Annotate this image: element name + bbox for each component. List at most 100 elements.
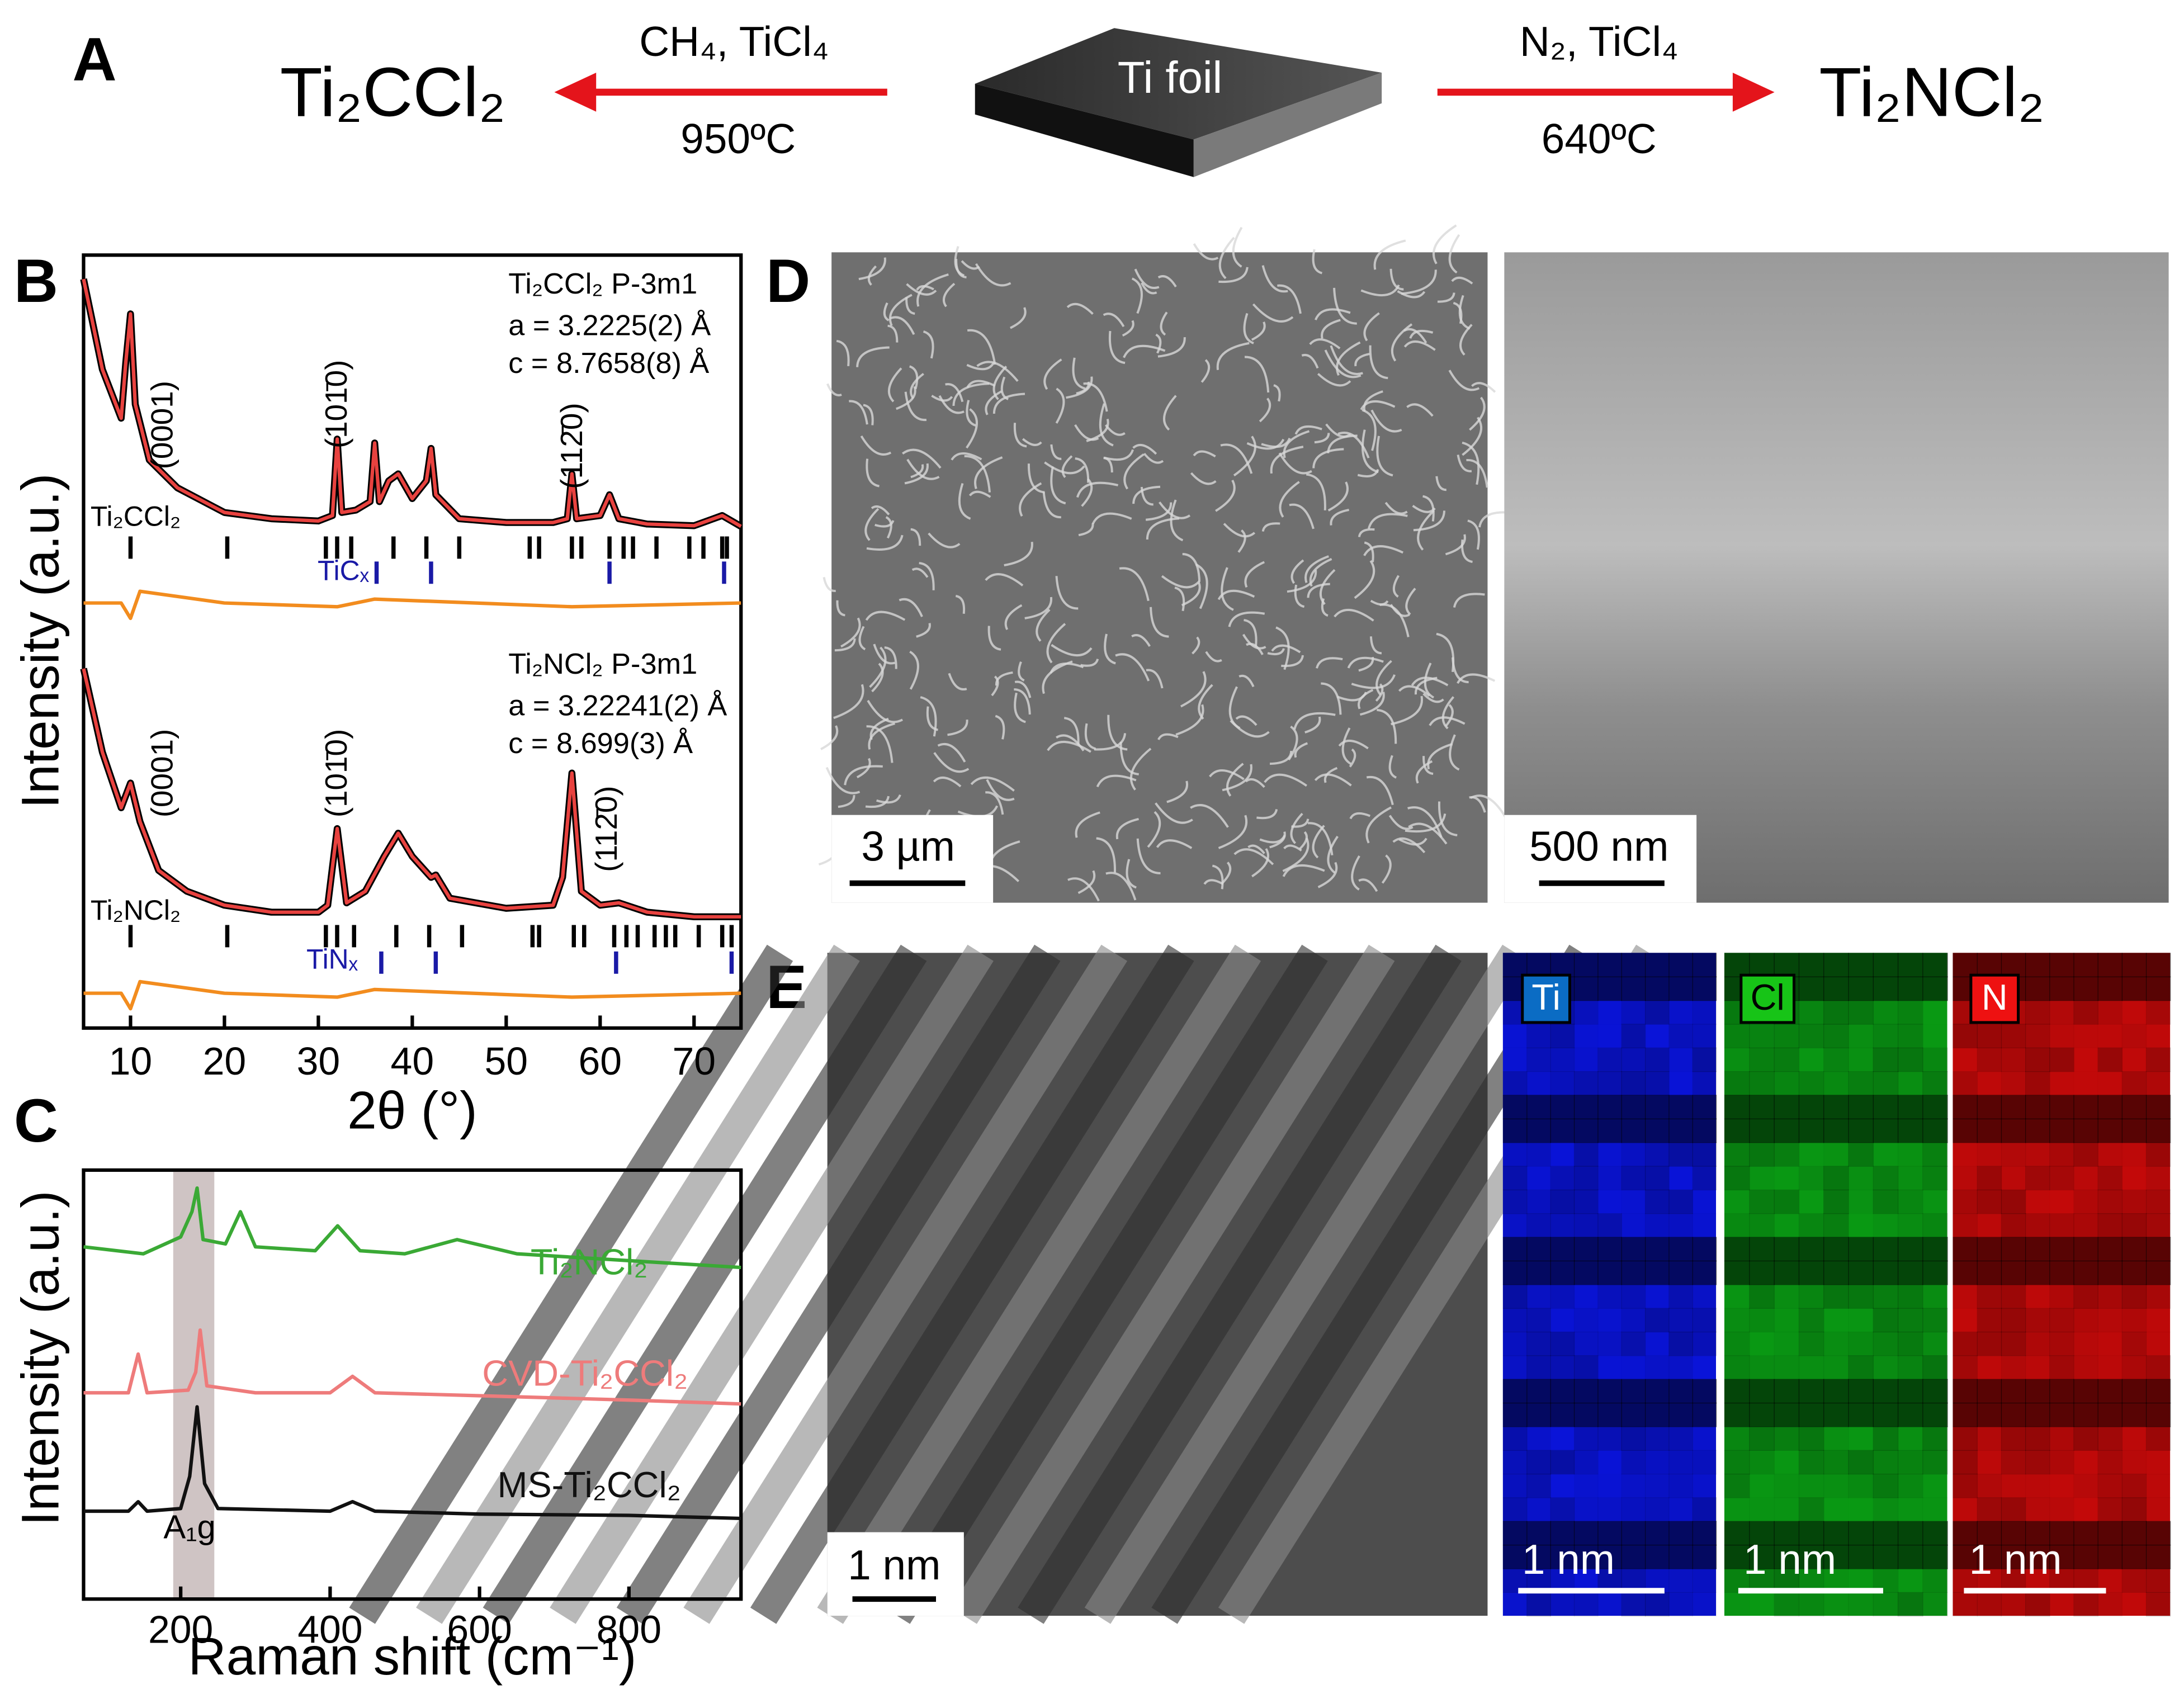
flake — [905, 297, 915, 315]
map-pixel — [2121, 1331, 2147, 1356]
flake — [1157, 733, 1179, 740]
map-pixel — [1597, 976, 1622, 1001]
map-pixel — [1692, 1237, 1717, 1262]
flake — [1349, 812, 1371, 820]
map-pixel — [2049, 1474, 2074, 1498]
map-pixel — [1644, 1189, 1670, 1214]
reflection-label: TiNₓ — [306, 943, 358, 974]
map-pixel — [1977, 953, 2002, 977]
map-pixel — [1550, 1308, 1575, 1333]
map-pixel — [1502, 1450, 1528, 1475]
map-pixel — [1798, 1402, 1824, 1427]
map-pixel — [1823, 1213, 1849, 1238]
map-pixel — [1724, 1426, 1750, 1451]
flake — [1471, 382, 1496, 393]
flake — [1362, 409, 1377, 451]
map-pixel — [2001, 1331, 2026, 1356]
flake — [1457, 673, 1496, 684]
map-pixel — [1823, 953, 1849, 977]
flake — [1294, 584, 1305, 608]
map-pixel — [1823, 1308, 1849, 1333]
map-pixel — [1621, 1237, 1646, 1262]
flake — [1147, 811, 1161, 848]
map-pixel — [1573, 1355, 1599, 1380]
map-pixel — [1573, 1473, 1599, 1498]
flake — [910, 528, 921, 546]
map-pixel — [1502, 1071, 1528, 1096]
map-pixel — [1502, 1331, 1528, 1356]
flake — [987, 626, 1001, 651]
map-pixel — [1823, 1545, 1849, 1569]
map-pixel — [2073, 1331, 2098, 1356]
flake — [1287, 570, 1317, 593]
flake — [1271, 644, 1301, 654]
map-pixel — [1502, 953, 1528, 977]
map-pixel — [1953, 1402, 1978, 1427]
map-pixel — [2025, 1260, 2050, 1285]
map-pixel — [1550, 1521, 1575, 1546]
map-pixel — [1502, 1379, 1528, 1404]
map-pixel — [1573, 1071, 1599, 1096]
x-tick-label: 50 — [485, 1039, 528, 1083]
flake — [931, 395, 953, 402]
map-pixel — [2146, 1308, 2171, 1333]
flake — [1294, 742, 1308, 758]
flake — [1251, 321, 1266, 341]
map-pixel — [1502, 1284, 1528, 1309]
map-pixel — [1953, 1095, 1978, 1120]
map-pixel — [1597, 1474, 1622, 1498]
map-pixel — [1724, 1379, 1750, 1404]
map-pixel — [1668, 1284, 1693, 1309]
map-pixel — [1644, 953, 1670, 977]
flake — [1242, 633, 1266, 650]
map-pixel — [1621, 1521, 1646, 1546]
map-pixel — [1502, 1260, 1528, 1285]
flake — [1275, 626, 1290, 670]
map-pixel — [1774, 1047, 1800, 1072]
flake — [834, 638, 856, 652]
map-pixel — [1526, 1379, 1551, 1404]
map-pixel — [2073, 1355, 2098, 1380]
map-pixel — [1848, 1213, 1874, 1238]
map-pixel — [1692, 1260, 1717, 1285]
flake — [1384, 501, 1408, 515]
flake — [1405, 813, 1446, 833]
flake — [1379, 603, 1410, 637]
map-pixel — [1692, 1095, 1717, 1120]
flake — [1408, 822, 1448, 845]
map-pixel — [1573, 1379, 1599, 1404]
map-pixel — [2097, 1118, 2122, 1143]
map-pixel — [1922, 1190, 1948, 1214]
x-tick-label: 70 — [672, 1039, 716, 1083]
map-pixel — [2145, 1521, 2171, 1546]
map-pixel — [1573, 1213, 1599, 1238]
map-pixel — [2097, 953, 2122, 977]
flake — [961, 260, 980, 270]
map-pixel — [2025, 1000, 2050, 1025]
flake — [1155, 802, 1193, 824]
flake — [1166, 780, 1189, 803]
map-pixel — [1692, 1331, 1717, 1356]
lattice-band — [616, 944, 1061, 1624]
flake — [992, 392, 1025, 414]
map-pixel — [1573, 1000, 1599, 1025]
lattice-band — [1018, 944, 1462, 1624]
map-pixel — [2025, 1426, 2050, 1451]
x-axis-label: 2θ (°) — [347, 1081, 477, 1140]
map-pixel — [1550, 1260, 1575, 1285]
flake — [1330, 345, 1363, 375]
map-pixel — [1621, 1402, 1646, 1427]
map-pixel — [1873, 1284, 1899, 1309]
flake — [1373, 239, 1406, 270]
map-pixel — [2025, 1237, 2050, 1262]
map-pixel — [1573, 1189, 1599, 1214]
flake — [865, 796, 890, 808]
map-pixel — [1774, 1545, 1800, 1569]
flake — [1075, 457, 1090, 483]
map-pixel — [2073, 1000, 2098, 1025]
flake — [1024, 597, 1052, 619]
x-axis-label: Raman shift (cm⁻¹) — [188, 1627, 636, 1686]
map-pixel — [1621, 1308, 1646, 1333]
flake — [1044, 461, 1085, 475]
x-tick-label: 20 — [203, 1039, 247, 1083]
